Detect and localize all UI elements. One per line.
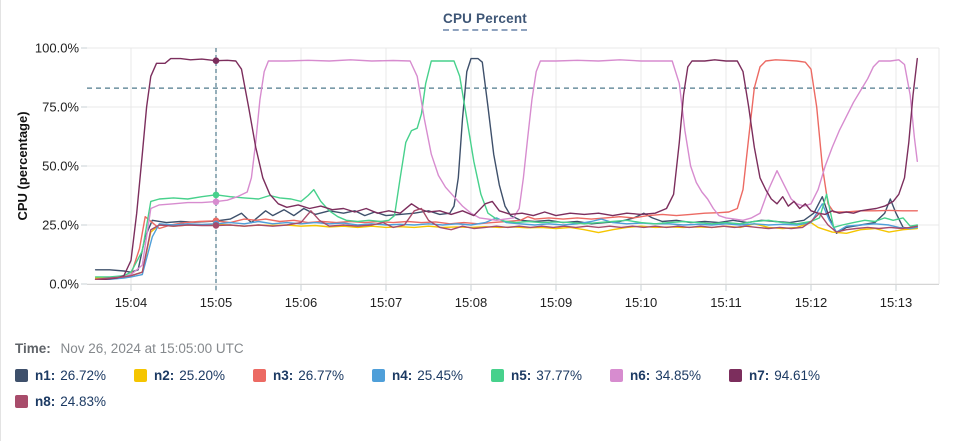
legend-swatch-n1 bbox=[15, 369, 28, 382]
y-tick-label-75: 75.0% bbox=[42, 100, 79, 115]
crosshair-time: Time: Nov 26, 2024 at 15:05:00 UTC bbox=[15, 341, 244, 356]
legend-item-n6[interactable]: n6: 34.85% bbox=[610, 368, 729, 383]
legend-swatch-n5 bbox=[491, 369, 504, 382]
crosshair-marker-n8 bbox=[212, 222, 220, 229]
legend-swatch-n8 bbox=[15, 395, 28, 408]
chart-legend: n1: 26.72% n2: 25.20% n3: 26.77% n4: 25.45% n5: 3… bbox=[15, 368, 959, 409]
x-tick-label-15:10: 15:10 bbox=[625, 295, 658, 310]
legend-name-n7: n7: bbox=[749, 368, 770, 383]
series-line-n1[interactable] bbox=[94, 57, 918, 273]
x-tick-label-15:05: 15:05 bbox=[200, 295, 233, 310]
legend-swatch-n4 bbox=[372, 369, 385, 382]
x-tick-label-15:13: 15:13 bbox=[880, 295, 913, 310]
legend-name-n6: n6: bbox=[630, 368, 651, 383]
cpu-percent-chart[interactable]: 0.0% 25.0% 50.0% 75.0% 100.0% 15:04 15:05 15:06… bbox=[1, 0, 968, 332]
legend-name-n4: n4: bbox=[392, 368, 413, 383]
x-tick-label-15:11: 15:11 bbox=[710, 295, 742, 310]
legend-name-n5: n5: bbox=[511, 368, 532, 383]
y-tick-label-50: 50.0% bbox=[42, 159, 79, 174]
x-tick-label-15:12: 15:12 bbox=[795, 295, 828, 310]
chart-title[interactable]: CPU Percent bbox=[443, 11, 527, 31]
legend-value-n8: 24.83% bbox=[60, 394, 107, 409]
legend-item-n1[interactable]: n1: 26.72% bbox=[15, 368, 134, 383]
legend-value-n1: 26.72% bbox=[60, 368, 107, 383]
series-line-n8[interactable] bbox=[94, 207, 918, 280]
series-line-n4[interactable] bbox=[94, 203, 918, 280]
legend-name-n3: n3: bbox=[273, 368, 294, 383]
chart-header: CPU Percent bbox=[1, 10, 968, 31]
legend-swatch-n7 bbox=[729, 369, 742, 382]
y-tick-label-25: 25.0% bbox=[42, 218, 79, 233]
legend-item-n8[interactable]: n8: 24.83% bbox=[15, 394, 134, 409]
legend-value-n5: 37.77% bbox=[536, 368, 583, 383]
legend-item-n2[interactable]: n2: 25.20% bbox=[134, 368, 253, 383]
y-axis-title: CPU (percentage) bbox=[15, 111, 30, 220]
legend-name-n1: n1: bbox=[35, 368, 56, 383]
y-tick-label-100: 100.0% bbox=[35, 41, 80, 56]
legend-value-n7: 94.61% bbox=[774, 368, 821, 383]
x-tick-label-15:07: 15:07 bbox=[370, 295, 403, 310]
series-line-n3[interactable] bbox=[94, 59, 918, 280]
x-tick-label-15:09: 15:09 bbox=[540, 295, 573, 310]
x-tick-label-15:08: 15:08 bbox=[455, 295, 488, 310]
legend-swatch-n6 bbox=[610, 369, 623, 382]
legend-swatch-n3 bbox=[253, 369, 266, 382]
legend-name-n8: n8: bbox=[35, 394, 56, 409]
legend-item-n5[interactable]: n5: 37.77% bbox=[491, 368, 610, 383]
legend-item-n3[interactable]: n3: 26.77% bbox=[253, 368, 372, 383]
legend-value-n3: 26.77% bbox=[298, 368, 345, 383]
series-line-n6[interactable] bbox=[94, 59, 918, 280]
crosshair-marker-n7 bbox=[212, 57, 220, 65]
x-tick-label-15:06: 15:06 bbox=[285, 295, 318, 310]
time-label: Time: bbox=[15, 341, 51, 356]
legend-swatch-n2 bbox=[134, 369, 147, 382]
series-line-n2[interactable] bbox=[94, 221, 918, 279]
crosshair-marker-n6 bbox=[212, 198, 220, 206]
legend-value-n4: 25.45% bbox=[417, 368, 464, 383]
series-line-n5[interactable] bbox=[94, 60, 918, 278]
time-value: Nov 26, 2024 at 15:05:00 UTC bbox=[60, 341, 244, 356]
legend-name-n2: n2: bbox=[154, 368, 175, 383]
legend-item-n4[interactable]: n4: 25.45% bbox=[372, 368, 491, 383]
legend-item-n7[interactable]: n7: 94.61% bbox=[729, 368, 848, 383]
legend-value-n6: 34.85% bbox=[655, 368, 702, 383]
legend-value-n2: 25.20% bbox=[179, 368, 226, 383]
y-tick-label-0: 0.0% bbox=[49, 277, 79, 292]
series-line-n7[interactable] bbox=[94, 57, 918, 280]
crosshair-marker-n5 bbox=[212, 191, 220, 199]
x-tick-label-15:04: 15:04 bbox=[115, 295, 148, 310]
